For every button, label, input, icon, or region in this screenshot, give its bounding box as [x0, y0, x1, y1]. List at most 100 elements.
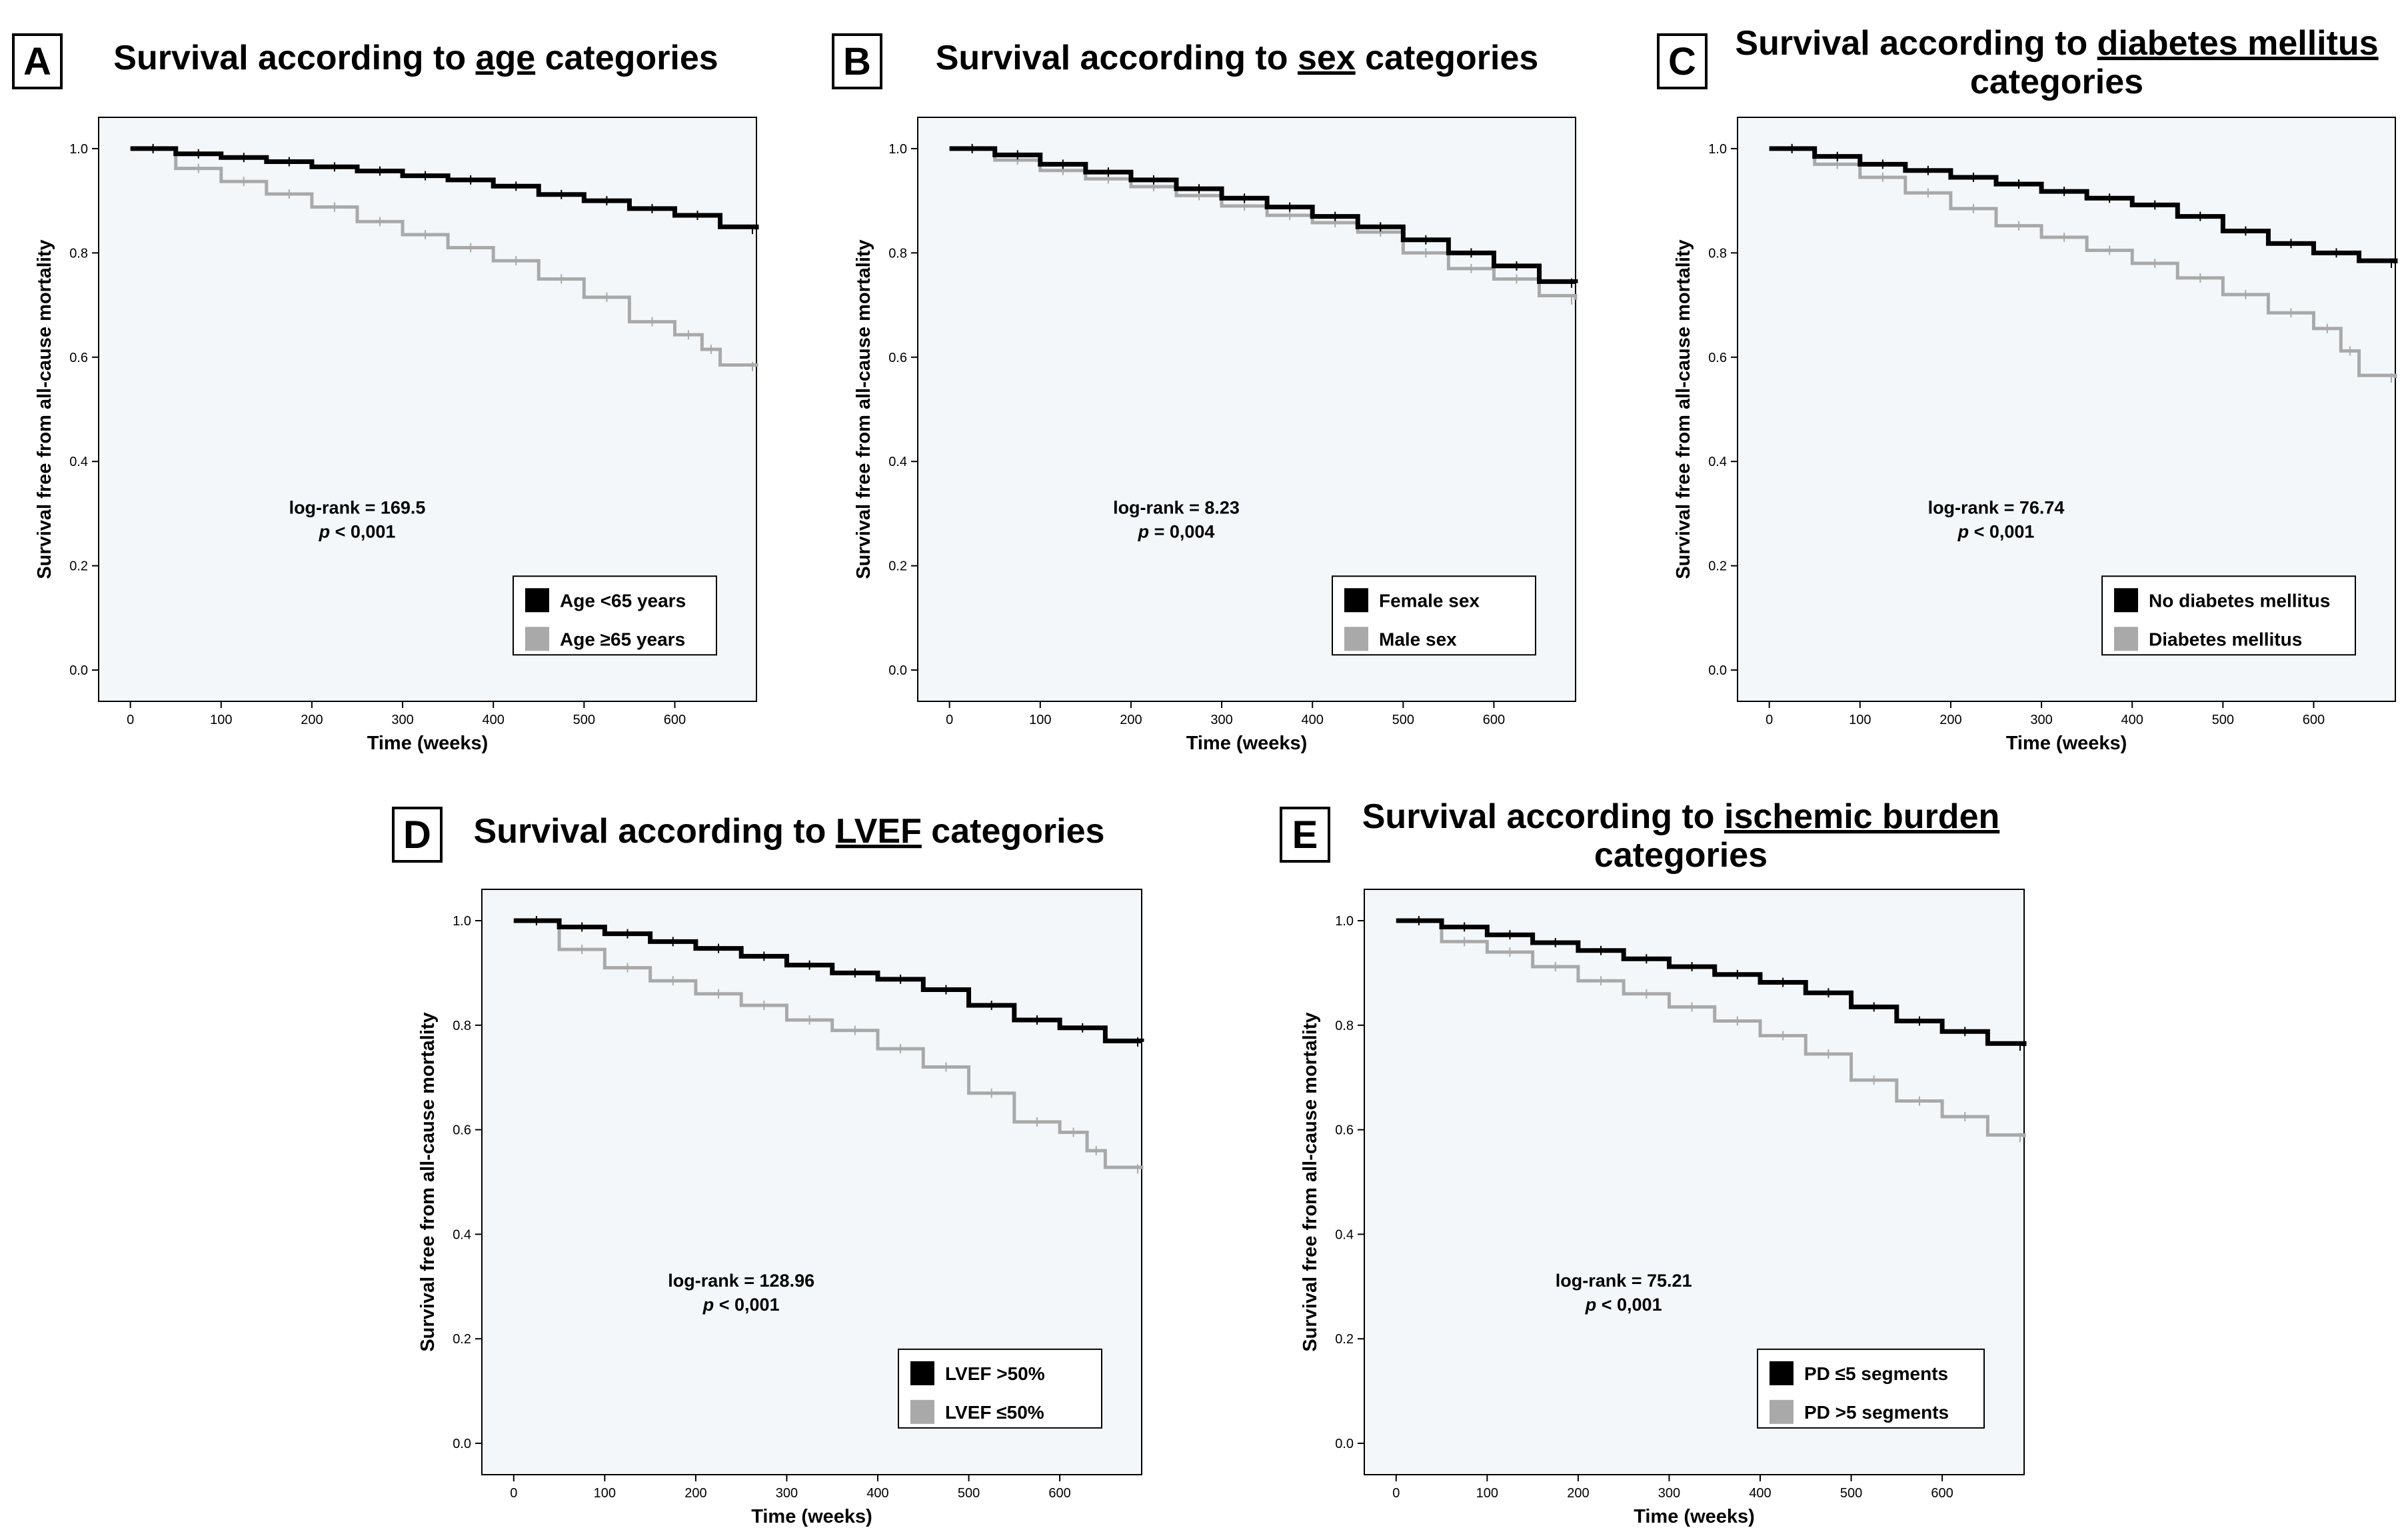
- x-tick-label: 300: [391, 713, 413, 727]
- legend-swatch-2: [525, 627, 549, 651]
- legend: LVEF >50% LVEF ≤50%: [898, 1348, 1102, 1429]
- log-rank-statistic: log-rank = 128.96: [668, 1271, 814, 1291]
- km-curve-series-2: [949, 147, 1578, 300]
- x-tick-label: 100: [210, 713, 232, 727]
- x-tick-label: 300: [776, 1486, 798, 1501]
- log-rank-statistic: log-rank = 169.5: [289, 497, 426, 517]
- title-keyword: ischemic burden: [1724, 797, 1999, 836]
- p-value: p < 0,001: [1585, 1295, 1662, 1315]
- title-prefix: Survival according to: [474, 812, 836, 851]
- km-curve-series-1: [1396, 918, 2027, 1047]
- legend-label-1: PD ≤5 segments: [1804, 1363, 1948, 1384]
- x-tick-label: 200: [301, 713, 323, 727]
- y-tick-label: 0.2: [1335, 1332, 1354, 1347]
- panel-letter: B: [843, 40, 871, 83]
- p-symbol: p: [702, 1295, 714, 1315]
- panel-letter-box: [1657, 33, 1708, 89]
- legend-label-2: Diabetes mellitus: [2149, 629, 2302, 649]
- panel-title: Survival according to LVEF categories: [474, 812, 1105, 851]
- p-value: p < 0,001: [319, 521, 396, 541]
- y-tick-label: 1.0: [1708, 142, 1727, 157]
- x-tick-label: 0: [946, 713, 953, 727]
- x-tick-label: 200: [1939, 713, 1961, 727]
- p-symbol: p: [1585, 1295, 1597, 1315]
- title-keyword: LVEF: [836, 812, 922, 851]
- legend-swatch-2: [1344, 627, 1368, 651]
- x-tick-label: 0: [1392, 1486, 1400, 1501]
- p-symbol: p: [1138, 521, 1150, 541]
- p-value-text: < 0,001: [1596, 1295, 1662, 1315]
- km-curve-series-1: [1769, 146, 2398, 263]
- y-tick-label: 1.0: [888, 142, 907, 157]
- panel-title-line2: categories: [1970, 63, 2143, 101]
- title-suffix: categories: [922, 812, 1105, 851]
- y-tick-label: 1.0: [1335, 914, 1354, 929]
- x-tick-label: 200: [1567, 1486, 1589, 1501]
- y-axis-label: Survival free from all-cause mortality: [1300, 1012, 1321, 1351]
- x-tick-label: 500: [1840, 1486, 1862, 1501]
- y-tick-label: 0.8: [453, 1019, 471, 1033]
- x-tick-label: 0: [1766, 713, 1773, 727]
- p-symbol: p: [319, 521, 331, 541]
- x-tick-label: 500: [573, 713, 595, 727]
- x-tick-label: 0: [127, 713, 134, 727]
- km-curve-series-2: [1396, 919, 2026, 1138]
- y-tick-label: 0.4: [1708, 455, 1727, 469]
- panel-letter: D: [403, 813, 431, 857]
- y-tick-label: 1.0: [453, 914, 471, 929]
- p-value: p < 0,001: [1957, 521, 2035, 541]
- legend-label-2: LVEF ≤50%: [945, 1402, 1044, 1423]
- y-tick-label: 0.4: [453, 1227, 471, 1242]
- y-tick-label: 0.2: [69, 559, 88, 574]
- title-prefix: Survival according to: [936, 39, 1298, 77]
- y-axis-label: Survival free from all-cause mortality: [34, 239, 55, 579]
- legend-label-1: No diabetes mellitus: [2149, 590, 2330, 611]
- log-rank-statistic: log-rank = 75.21: [1556, 1271, 1692, 1291]
- legend-swatch-2: [2114, 627, 2138, 651]
- chart-panel-a: A Survival according to age categories 0.0…: [12, 33, 759, 754]
- x-tick-label: 400: [483, 713, 505, 727]
- p-value-text: < 0,001: [330, 521, 395, 541]
- x-axis-label: Time (weeks): [367, 733, 489, 754]
- y-tick-label: 0.4: [1335, 1227, 1354, 1242]
- x-axis-label: Time (weeks): [751, 1506, 872, 1527]
- y-tick-label: 0.0: [1708, 663, 1727, 678]
- y-tick-label: 0.8: [888, 246, 907, 261]
- legend-label-2: PD >5 segments: [1804, 1402, 1949, 1423]
- legend-swatch-1: [2114, 588, 2138, 613]
- p-symbol: p: [1957, 521, 1969, 541]
- plot-frame: [98, 117, 757, 702]
- chart-panel-c: C Survival according to diabetes mellitus…: [1657, 24, 2398, 754]
- title-keyword: age: [476, 39, 536, 77]
- x-tick-label: 200: [684, 1486, 706, 1501]
- panel-letter: E: [1292, 813, 1318, 857]
- y-tick-label: 0.2: [1708, 559, 1727, 574]
- y-tick-label: 0.8: [1708, 246, 1727, 261]
- chart-panel-b: B Survival according to sex categories 0.0…: [832, 33, 1578, 754]
- panel-title-line2: categories: [1594, 836, 1768, 875]
- legend-label-2: Age ≥65 years: [560, 629, 685, 649]
- panel-letter-box: [1280, 807, 1330, 863]
- x-tick-label: 100: [594, 1486, 616, 1501]
- legend-swatch-2: [1770, 1399, 1794, 1424]
- x-tick-label: 300: [1210, 713, 1232, 727]
- x-tick-label: 100: [1029, 713, 1051, 727]
- km-curve-series-2: [130, 147, 758, 367]
- panel-letter-box: [12, 33, 63, 89]
- km-curve-series-2: [513, 919, 1144, 1169]
- x-tick-label: 400: [1302, 713, 1324, 727]
- legend-box: [1757, 1348, 1985, 1429]
- legend: PD ≤5 segments PD >5 segments: [1757, 1348, 1985, 1429]
- x-tick-label: 600: [1483, 713, 1505, 727]
- x-tick-label: 500: [2212, 713, 2234, 727]
- x-tick-label: 400: [866, 1486, 888, 1501]
- chart-panel-e: E Survival according to ischemic burdenca…: [1280, 797, 2027, 1527]
- y-tick-label: 0.0: [453, 1437, 471, 1451]
- x-tick-label: 600: [1048, 1486, 1070, 1501]
- x-tick-label: 300: [2030, 713, 2052, 727]
- panel-letter: A: [23, 40, 51, 83]
- plot-frame: [1364, 889, 2025, 1475]
- plot-frame: [1737, 117, 2396, 702]
- title-prefix: Survival according to: [113, 39, 475, 77]
